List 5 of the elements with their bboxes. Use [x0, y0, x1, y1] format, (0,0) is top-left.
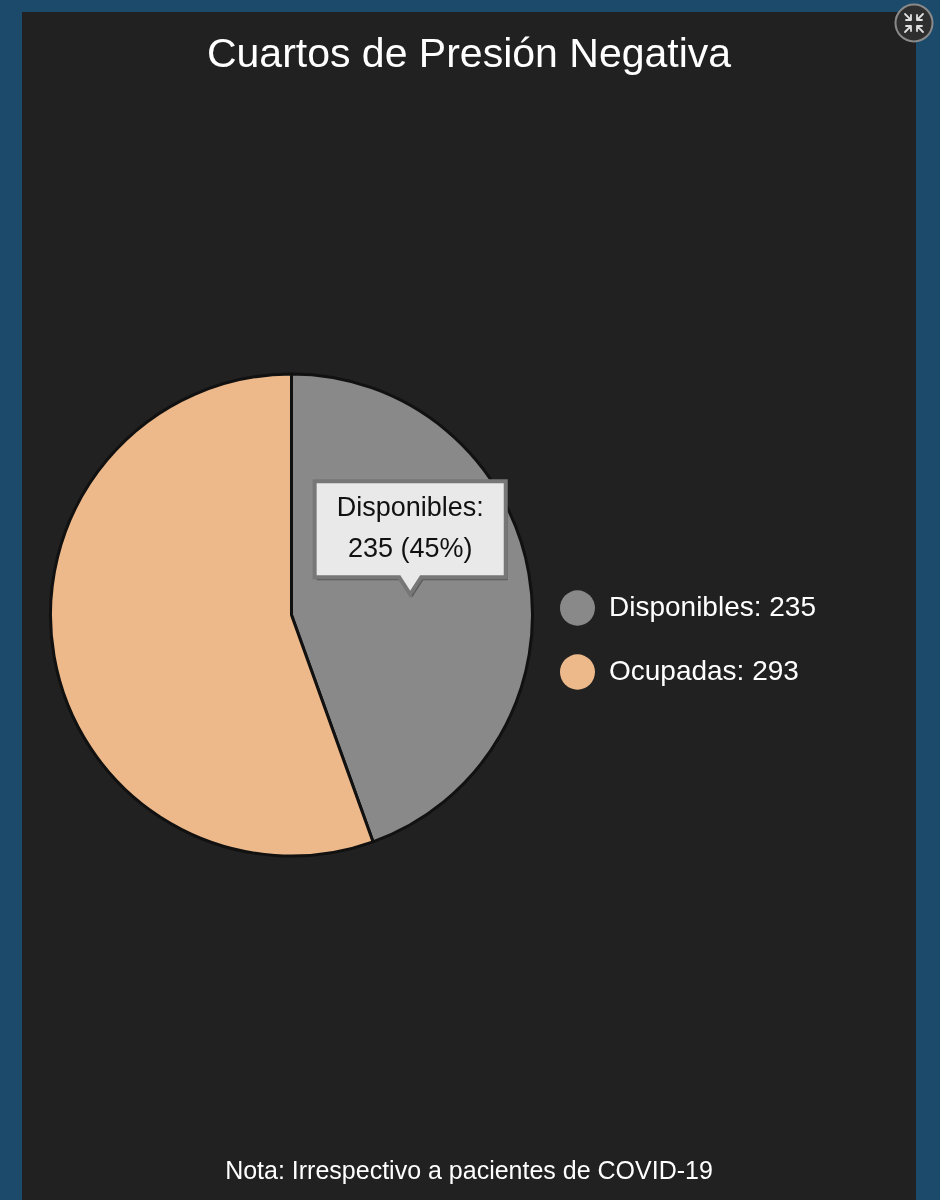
chart-title: Cuartos de Presión Negativa: [206, 30, 732, 77]
text: Nota: Irrespectivo a pacientes de COVID-19: [225, 1155, 713, 1184]
text: Disponibles: 235 (45%): [336, 492, 484, 564]
legend-label: Ocupadas: 293: [608, 654, 799, 686]
legend-label: Disponibles: 235: [608, 590, 817, 622]
